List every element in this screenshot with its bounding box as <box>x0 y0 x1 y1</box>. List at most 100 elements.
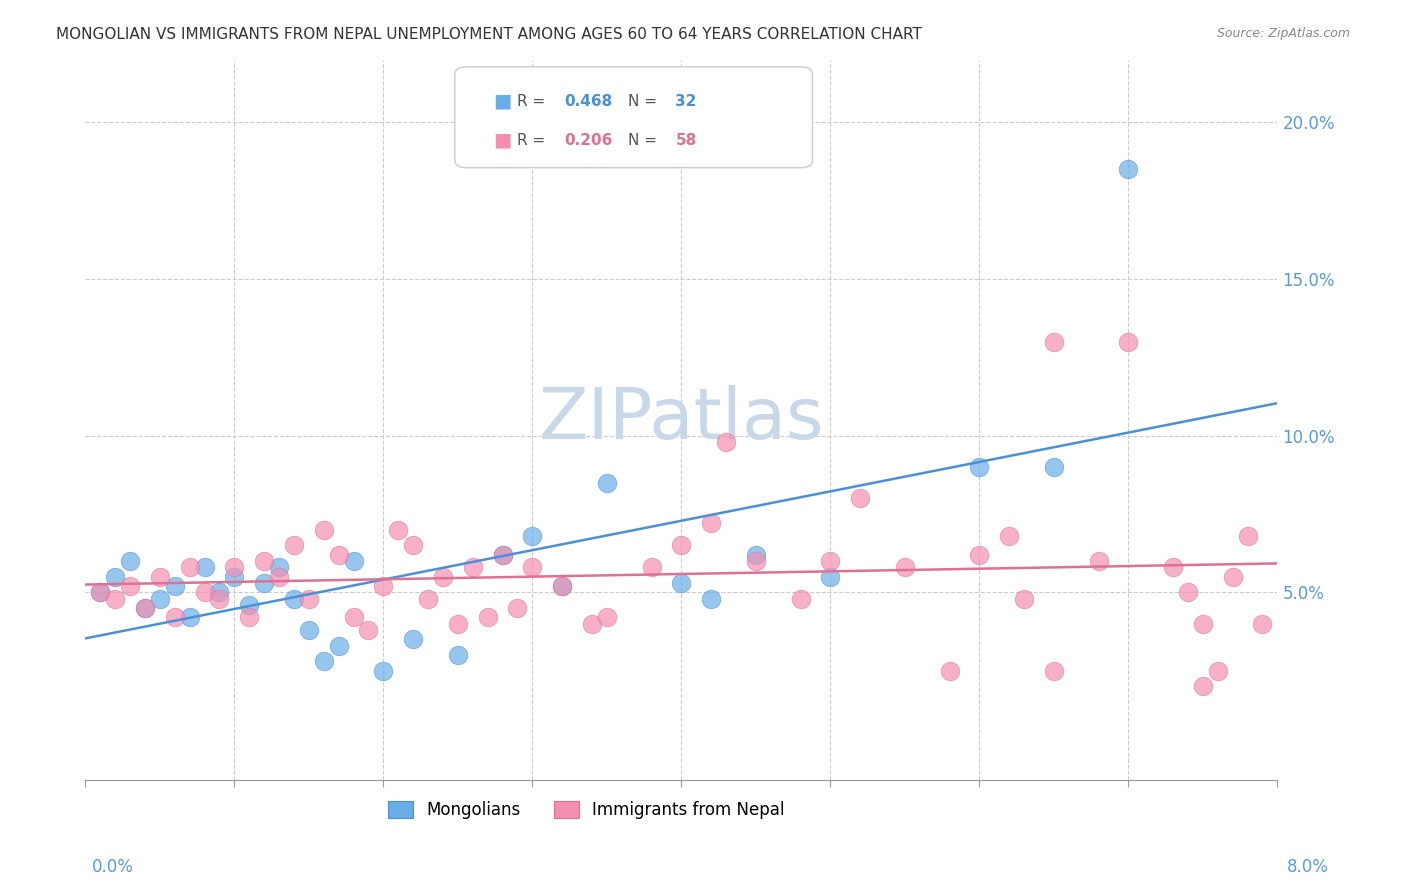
Point <box>938 664 960 678</box>
Point <box>89 585 111 599</box>
Text: Source: ZipAtlas.com: Source: ZipAtlas.com <box>1216 27 1350 40</box>
Point <box>745 548 768 562</box>
Point <box>1043 459 1066 474</box>
Point <box>179 610 201 624</box>
Point <box>89 585 111 599</box>
Point <box>1192 679 1215 693</box>
Point <box>447 616 470 631</box>
Point <box>596 475 619 490</box>
Text: 58: 58 <box>675 133 696 148</box>
Point <box>283 591 305 606</box>
Point <box>1043 664 1066 678</box>
Point <box>357 623 380 637</box>
Point <box>506 601 529 615</box>
Point <box>253 575 276 590</box>
Point <box>640 560 662 574</box>
Point <box>1161 560 1184 574</box>
Point <box>134 601 156 615</box>
Text: ■: ■ <box>494 92 512 111</box>
Point <box>283 538 305 552</box>
Point <box>104 591 127 606</box>
Point <box>149 569 172 583</box>
Point <box>224 560 246 574</box>
Point <box>1177 585 1199 599</box>
Text: MONGOLIAN VS IMMIGRANTS FROM NEPAL UNEMPLOYMENT AMONG AGES 60 TO 64 YEARS CORREL: MONGOLIAN VS IMMIGRANTS FROM NEPAL UNEMP… <box>56 27 922 42</box>
Point <box>402 632 425 647</box>
Point <box>328 548 350 562</box>
Point <box>461 560 484 574</box>
Point <box>1012 591 1035 606</box>
Point <box>522 529 544 543</box>
Point <box>447 648 470 662</box>
Legend: Mongolians, Immigrants from Nepal: Mongolians, Immigrants from Nepal <box>381 795 792 826</box>
Text: 0.468: 0.468 <box>565 94 613 109</box>
Text: 32: 32 <box>675 94 697 109</box>
Point <box>820 554 842 568</box>
Point <box>134 601 156 615</box>
Point <box>267 560 290 574</box>
Text: 8.0%: 8.0% <box>1286 858 1329 876</box>
Point <box>104 569 127 583</box>
Point <box>671 538 693 552</box>
Text: ZIPatlas: ZIPatlas <box>538 385 824 454</box>
Point <box>328 639 350 653</box>
Point <box>1118 162 1140 177</box>
Point <box>820 569 842 583</box>
Point <box>491 548 513 562</box>
Text: N =: N = <box>627 133 662 148</box>
Point <box>1192 616 1215 631</box>
Point <box>1251 616 1274 631</box>
Point <box>312 654 335 668</box>
Point <box>179 560 201 574</box>
Point <box>551 579 574 593</box>
Point <box>387 523 409 537</box>
Point <box>849 491 872 506</box>
Point <box>373 579 395 593</box>
Point <box>671 575 693 590</box>
Point <box>789 591 811 606</box>
Point <box>894 560 917 574</box>
Point <box>551 579 574 593</box>
Point <box>998 529 1021 543</box>
Point <box>596 610 619 624</box>
Point <box>581 616 603 631</box>
Point <box>149 591 172 606</box>
Point <box>700 591 723 606</box>
Point <box>118 554 141 568</box>
Point <box>312 523 335 537</box>
Point <box>298 591 321 606</box>
FancyBboxPatch shape <box>456 67 813 168</box>
Point <box>745 554 768 568</box>
Point <box>224 569 246 583</box>
Text: 0.206: 0.206 <box>565 133 613 148</box>
Point <box>298 623 321 637</box>
Point <box>208 585 231 599</box>
Point <box>1118 334 1140 349</box>
Point <box>238 610 260 624</box>
Point <box>522 560 544 574</box>
Point <box>1236 529 1258 543</box>
Point <box>432 569 454 583</box>
Point <box>969 459 991 474</box>
Point <box>1087 554 1109 568</box>
Point <box>238 598 260 612</box>
Point <box>491 548 513 562</box>
Text: ■: ■ <box>494 131 512 150</box>
Text: N =: N = <box>627 94 662 109</box>
Point <box>700 516 723 531</box>
Point <box>1206 664 1229 678</box>
Point <box>402 538 425 552</box>
Point <box>1043 334 1066 349</box>
Point <box>193 560 215 574</box>
Text: R =: R = <box>517 94 550 109</box>
Point <box>253 554 276 568</box>
Point <box>969 548 991 562</box>
Text: 0.0%: 0.0% <box>91 858 134 876</box>
Point <box>208 591 231 606</box>
Point <box>342 554 364 568</box>
Text: R =: R = <box>517 133 550 148</box>
Point <box>373 664 395 678</box>
Point <box>342 610 364 624</box>
Point <box>163 610 186 624</box>
Point <box>1222 569 1244 583</box>
